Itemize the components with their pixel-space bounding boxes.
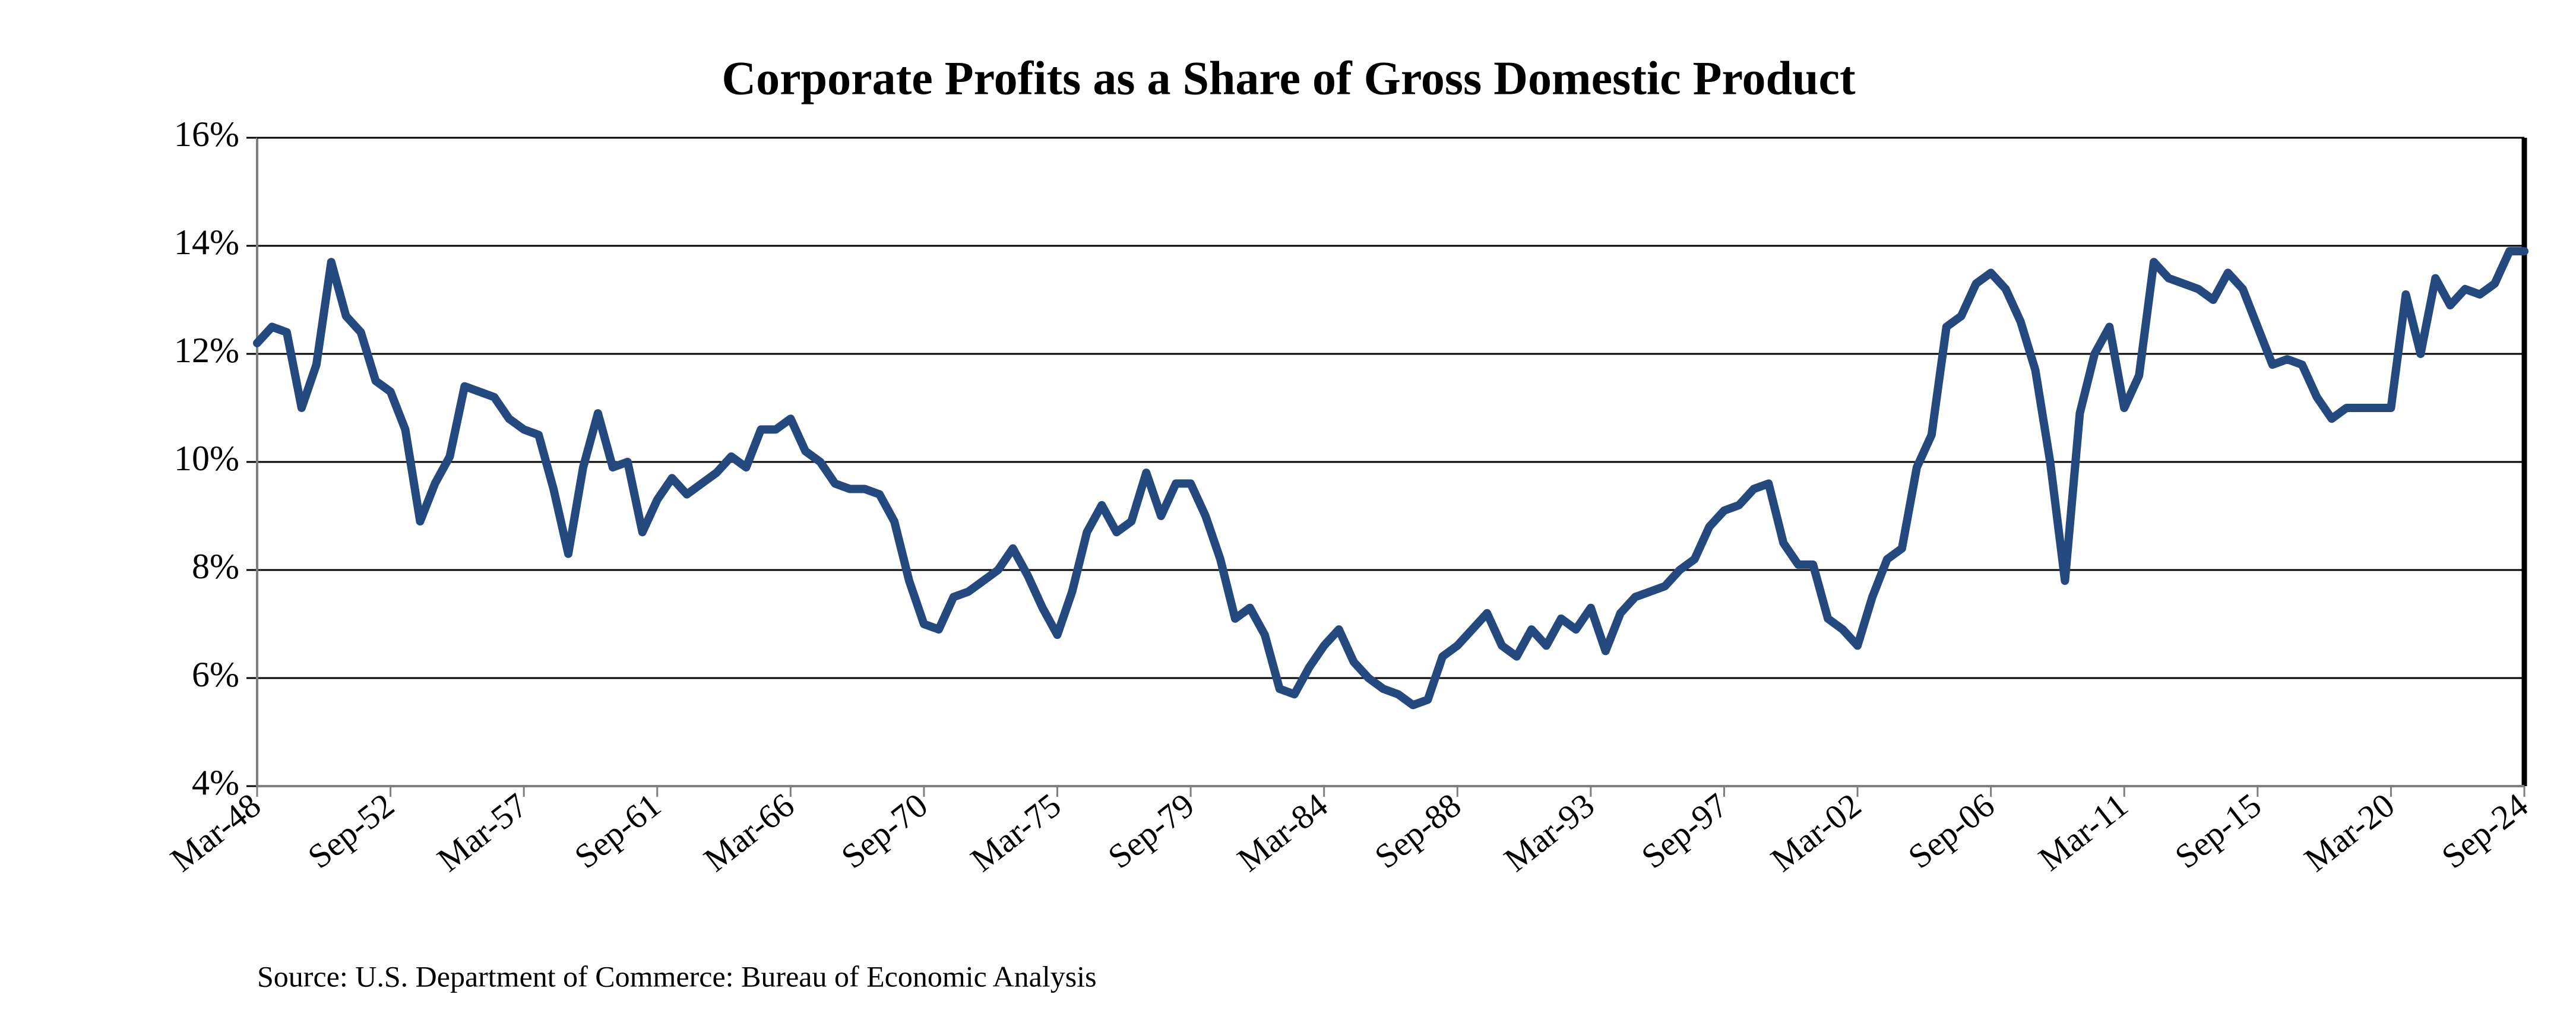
x-tick-label: Mar-02 (1764, 786, 1868, 879)
x-tick-label: Sep-52 (300, 786, 401, 876)
y-tick-label: 14% (174, 223, 239, 262)
x-tick-label: Sep-79 (1101, 786, 1202, 876)
x-tick-label: Sep-88 (1368, 786, 1469, 876)
source-note: Source: U.S. Department of Commerce: Bur… (257, 960, 1097, 993)
x-tick-label: Mar-84 (1230, 786, 1335, 879)
x-tick-label: Sep-24 (2434, 786, 2535, 876)
y-tick-label: 6% (192, 655, 239, 694)
y-tick-label: 10% (174, 439, 239, 478)
x-tick-label: Sep-97 (1634, 786, 1735, 876)
y-tick-label: 4% (192, 763, 239, 802)
x-tick-label: Sep-61 (567, 786, 668, 876)
x-tick-label: Mar-11 (2031, 786, 2135, 878)
x-tick-label: Sep-70 (834, 786, 935, 876)
x-tick-label: Mar-66 (697, 786, 801, 879)
x-tick-label: Sep-06 (1901, 786, 2002, 876)
x-tick-label: Mar-20 (2297, 786, 2401, 879)
x-tick-label: Sep-15 (2167, 786, 2268, 876)
data-line (253, 247, 2528, 710)
x-tick-label: Mar-93 (1497, 786, 1602, 879)
y-tick-label: 16% (174, 115, 239, 154)
chart-title: Corporate Profits as a Share of Gross Do… (721, 52, 1856, 104)
y-tick-label: 8% (192, 547, 239, 586)
y-tick-label: 12% (174, 331, 239, 370)
x-tick-label: Mar-57 (430, 786, 534, 879)
x-tick-label: Mar-75 (963, 786, 1068, 879)
